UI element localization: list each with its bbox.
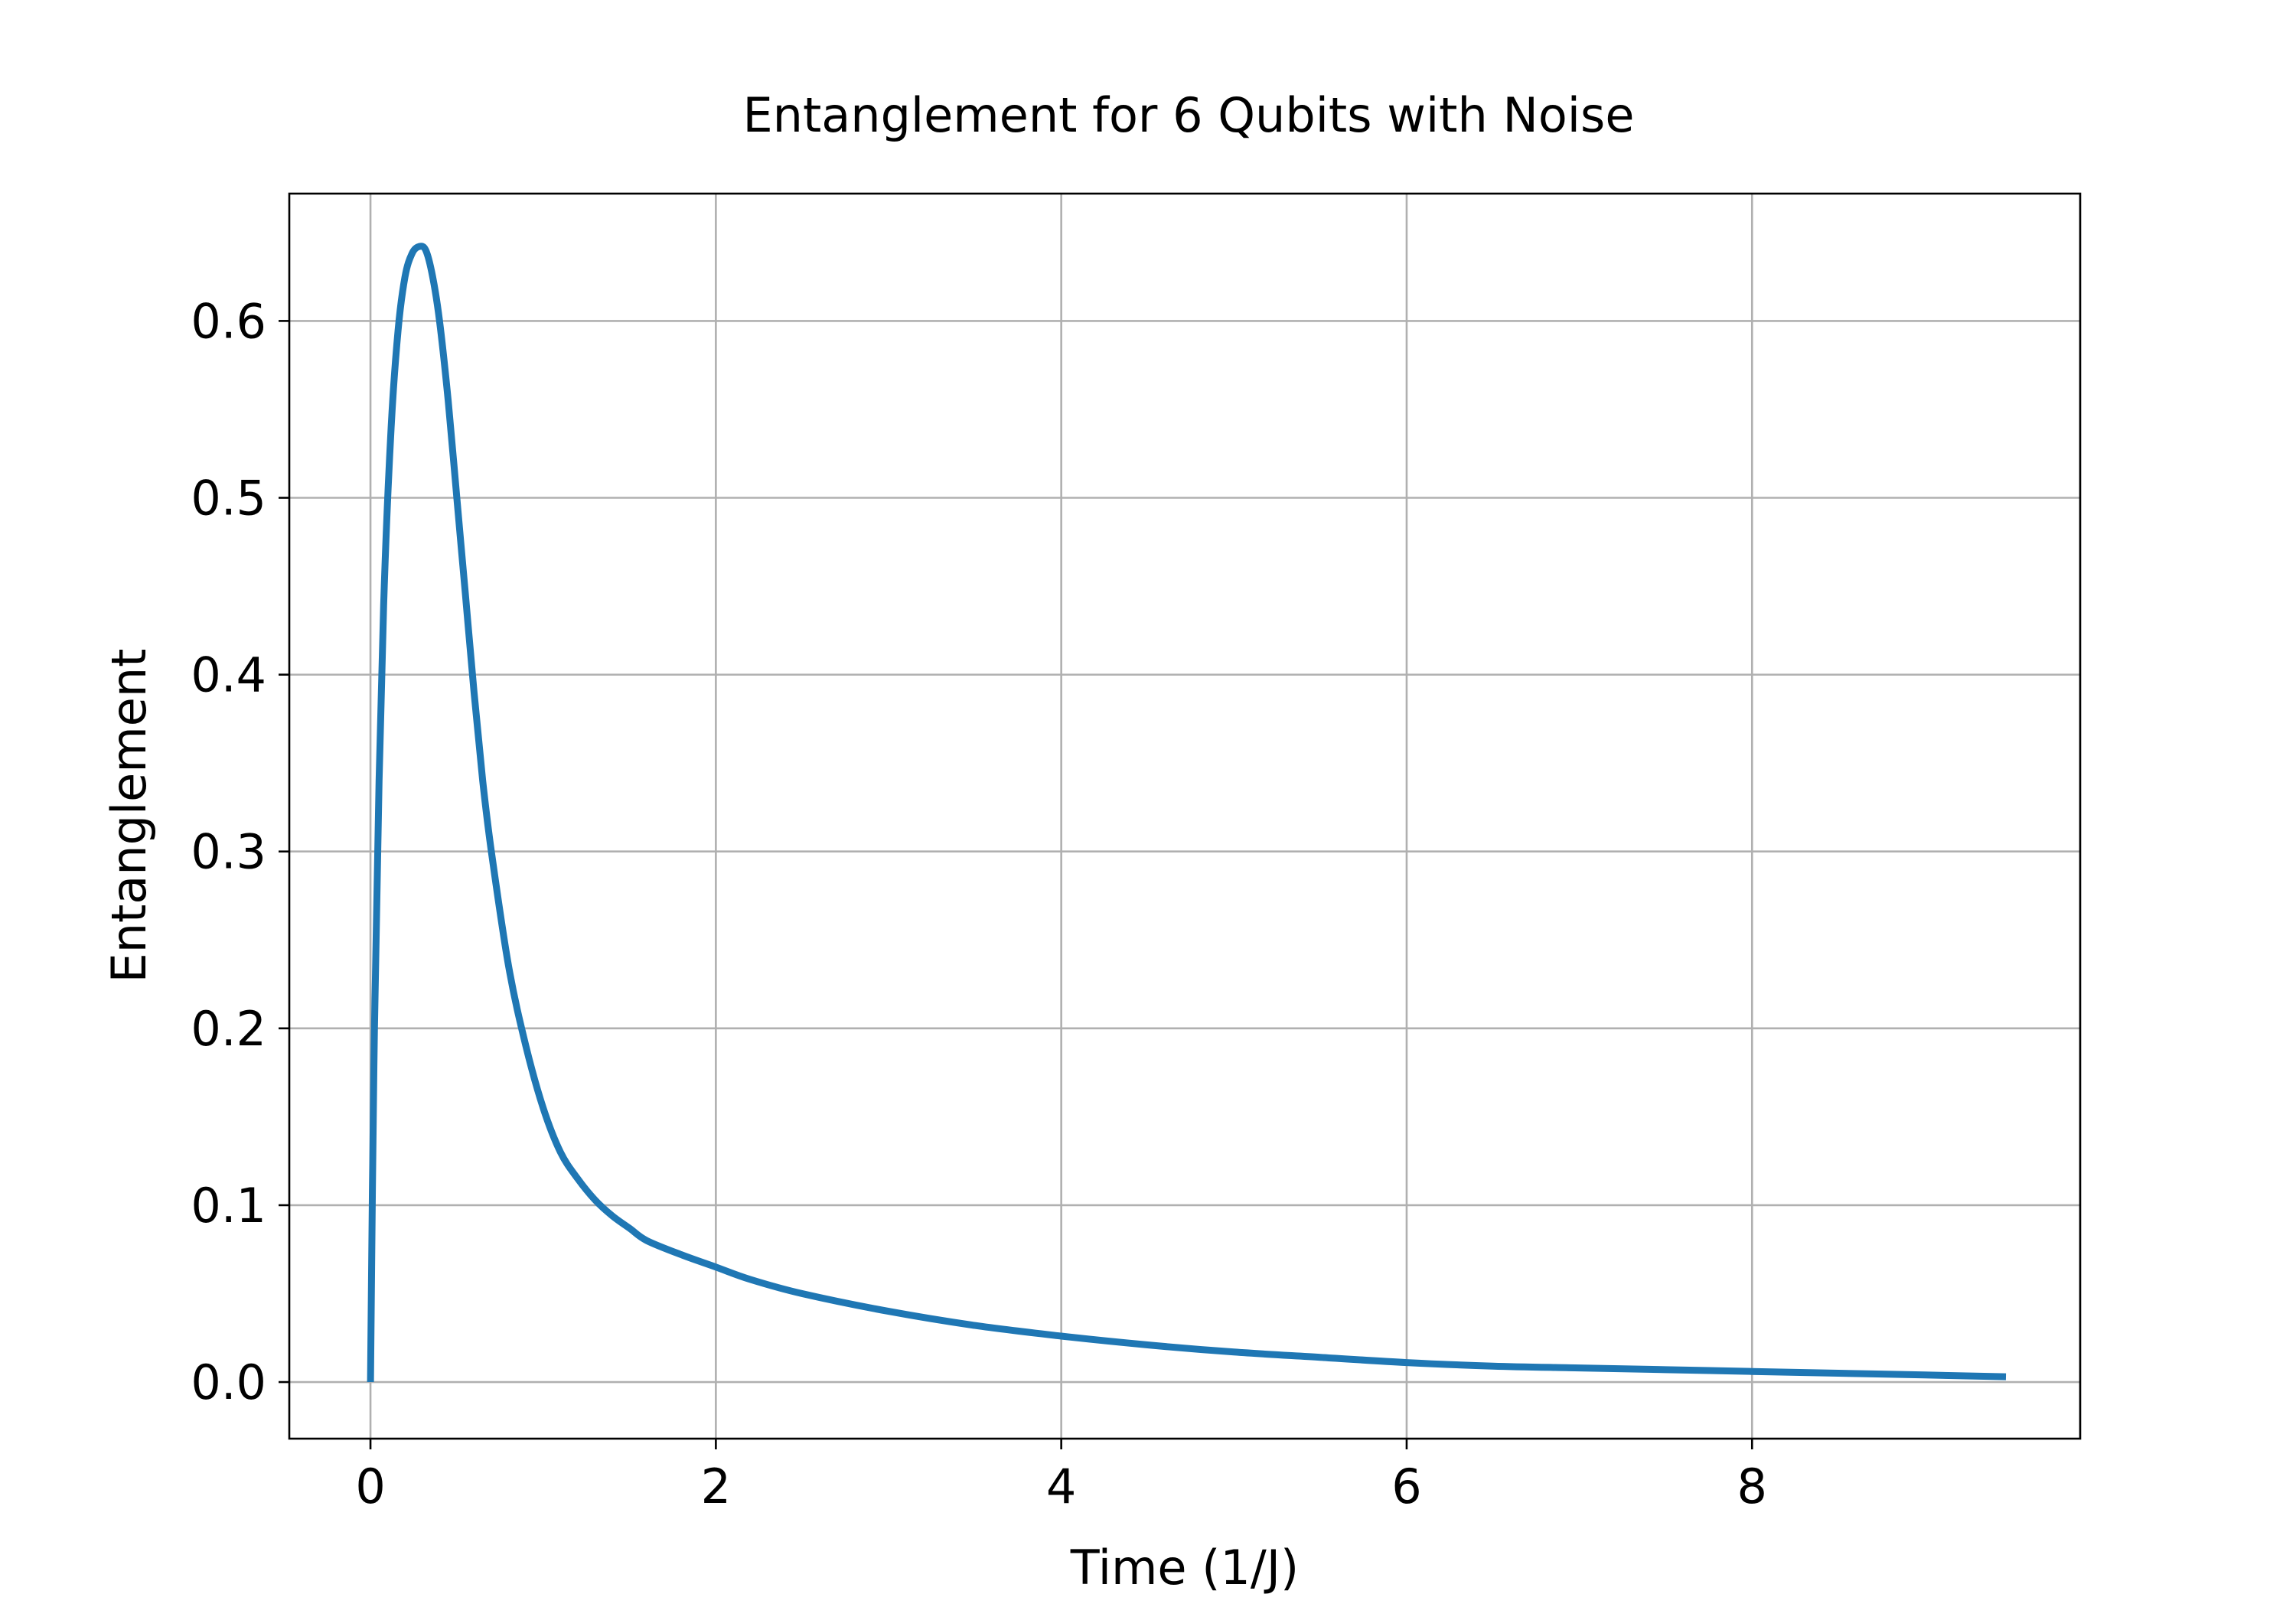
x-tick-label: 6 (1391, 1459, 1421, 1514)
y-tick-label: 0.6 (191, 293, 266, 349)
chart-title: Entanglement for 6 Qubits with Noise (743, 87, 1635, 143)
y-tick-label: 0.1 (191, 1178, 266, 1234)
y-tick-label: 0.5 (191, 471, 266, 526)
x-axis-label: Time (1/J) (1070, 1540, 1299, 1596)
y-axis-label: Entanglement (101, 649, 157, 983)
y-ticks: 0.0 0.1 0.2 0.3 0.4 0.5 0.6 (191, 293, 289, 1410)
y-tick-label: 0.0 (191, 1354, 266, 1410)
x-tick-label: 4 (1046, 1459, 1076, 1514)
plot-frame (288, 192, 2082, 1440)
y-tick-label: 0.3 (191, 824, 266, 880)
x-tick-label: 2 (701, 1459, 731, 1514)
y-tick-label: 0.2 (191, 1001, 266, 1057)
y-tick-label: 0.4 (191, 647, 266, 703)
grid (289, 194, 2080, 1439)
series-line (367, 243, 2007, 1383)
x-ticks: 0 2 4 6 8 (355, 1439, 1767, 1514)
x-tick-label: 8 (1737, 1459, 1767, 1514)
x-tick-label: 0 (355, 1459, 385, 1514)
